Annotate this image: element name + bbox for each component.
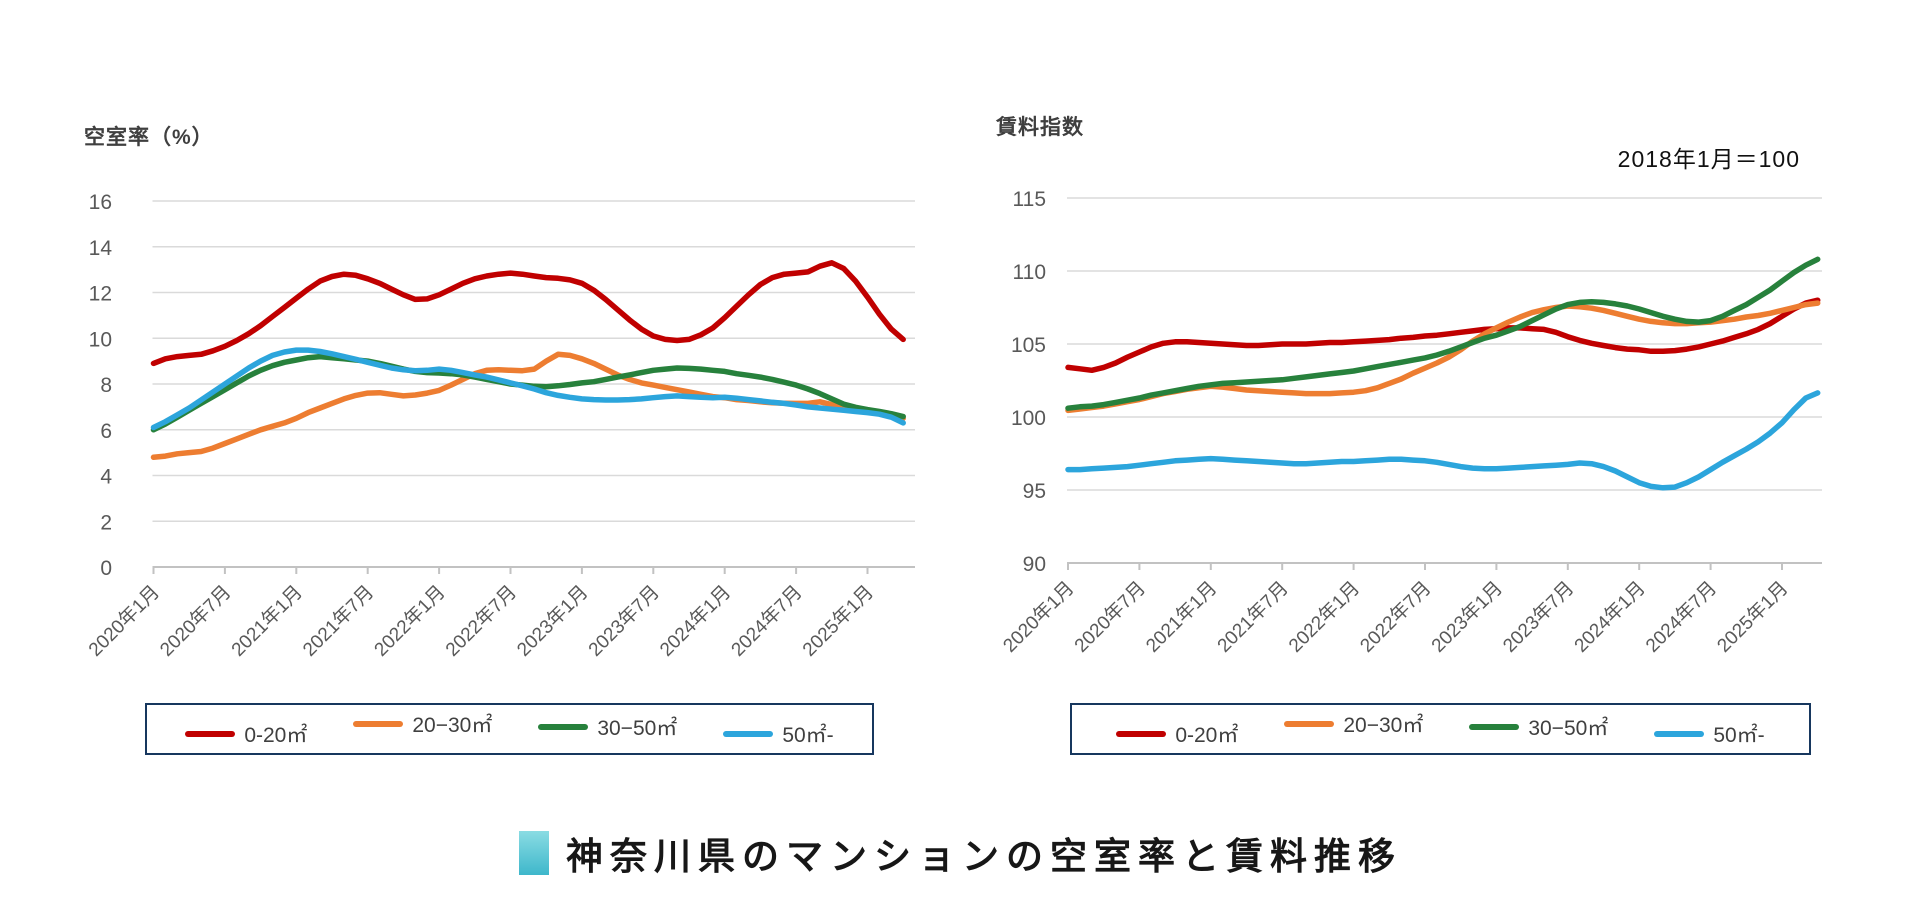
svg-text:95: 95 [1023,480,1046,503]
svg-text:8: 8 [100,374,112,397]
x-tick-label: 2021年7月 [1213,577,1293,657]
legend-item-50: 50㎡- [1654,719,1765,749]
legend-swatch-30-50 [538,724,589,730]
legend-label-30-50: 30−50㎡ [1528,717,1609,740]
svg-text:0: 0 [100,557,112,580]
legend-item-0-20: 0-20㎡ [1116,719,1238,749]
x-tick-label: 2021年1月 [227,581,307,661]
x-tick-label: 2023年7月 [584,581,664,661]
series-line-0-20㎡ [1065,297,1821,374]
svg-text:105: 105 [1011,334,1046,357]
series-line-50㎡- [150,347,906,431]
series-line-50㎡- [1065,390,1821,491]
x-tick-label: 2024年7月 [1641,577,1721,657]
legend-rent: 0-20㎡ 20−30㎡ 30−50㎡ 50㎡- [1070,703,1811,755]
svg-text:110: 110 [1013,261,1046,284]
legend-swatch-20-30 [353,721,404,727]
x-tick-label: 2025年1月 [798,581,878,661]
index-base-note: 2018年1月＝100 [1617,146,1800,172]
x-tick-label: 2022年1月 [1284,577,1364,657]
legend-label-20-30: 20−30㎡ [412,714,493,737]
series-line-0-20㎡ [150,260,906,367]
svg-text:100: 100 [1011,407,1046,430]
legend-swatch-0-20 [1116,731,1167,737]
x-tick-label: 2020年7月 [1070,577,1150,657]
footer-title-marker-icon [519,831,549,875]
x-tick-label: 2022年7月 [1356,577,1436,657]
x-tick-label: 2021年7月 [298,581,378,661]
legend-swatch-30-50 [1469,724,1520,730]
legend-label-0-20: 0-20㎡ [244,724,308,747]
legend-item-20-30: 20−30㎡ [1284,709,1423,739]
legend-label-50: 50㎡- [1713,724,1765,747]
x-tick-label: 2024年1月 [655,581,735,661]
footer-title: 神奈川県のマンションの空室率と賃料推移 [0,826,1921,880]
svg-text:14: 14 [89,237,113,260]
legend-item-50: 50㎡- [723,719,834,749]
footer-title-text: 神奈川県のマンションの空室率と賃料推移 [566,836,1402,877]
vacancy-rate-chart: 0 2 4 6 8 10 12 14 16 2020年1月2020年7月2021年1月2021年7… [84,191,915,661]
x-tick-label: 2023年1月 [1427,577,1507,657]
legend-label-50: 50㎡- [782,724,834,747]
x-tick-label: 2022年1月 [370,581,450,661]
rent-index-chart: 90951001051101152020年1月2020年7月2021年1月202… [999,188,1822,657]
x-tick-label: 2020年1月 [84,581,164,661]
legend-vacancy: 0-20㎡ 20−30㎡ 30−50㎡ 50㎡- [145,703,874,755]
svg-text:16: 16 [89,191,112,214]
x-tick-label: 2023年7月 [1499,577,1579,657]
legend-item-0-20: 0-20㎡ [185,719,307,749]
x-tick-label: 2023年1月 [513,581,593,661]
x-tick-label: 2024年1月 [1570,577,1650,657]
x-tick-label: 2021年1月 [1142,577,1222,657]
svg-text:2: 2 [100,511,112,534]
legend-label-30-50: 30−50㎡ [597,717,678,740]
x-tick-label: 2020年1月 [999,577,1079,657]
svg-text:4: 4 [100,466,112,489]
svg-text:12: 12 [89,283,112,306]
svg-text:115: 115 [1013,188,1046,211]
legend-item-30-50: 30−50㎡ [1469,712,1608,742]
x-tick-label: 2025年1月 [1713,577,1793,657]
legend-label-20-30: 20−30㎡ [1343,714,1424,737]
rent-chart-title: 賃料指数 [996,116,1084,139]
legend-swatch-0-20 [185,731,236,737]
x-tick-label: 2024年7月 [727,581,807,661]
legend-swatch-50 [723,731,774,737]
series-line-30−50㎡ [1065,256,1821,411]
x-tick-label: 2020年7月 [156,581,236,661]
svg-text:6: 6 [100,420,112,443]
legend-item-20-30: 20−30㎡ [353,709,492,739]
legend-item-30-50: 30−50㎡ [538,712,677,742]
svg-text:10: 10 [89,328,112,351]
legend-swatch-20-30 [1284,721,1335,727]
legend-label-0-20: 0-20㎡ [1175,724,1239,747]
legend-swatch-50 [1654,731,1705,737]
x-tick-label: 2022年7月 [441,581,521,661]
svg-text:90: 90 [1023,553,1046,576]
vacancy-chart-title: 空室率（%） [84,126,214,149]
